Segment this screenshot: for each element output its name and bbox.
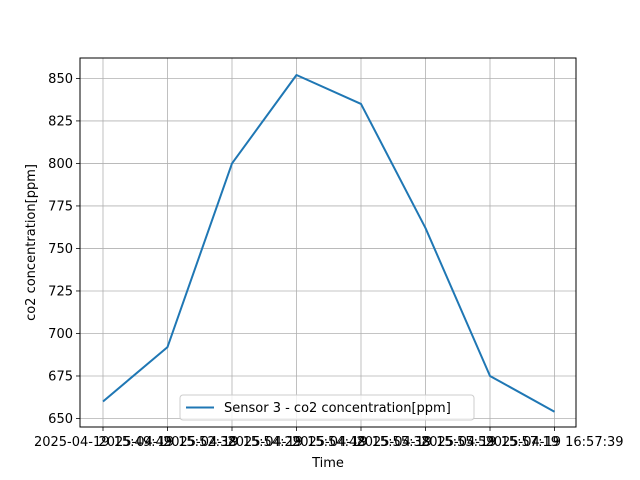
x-tick-label: 2025-04-19 15:55:59: [356, 435, 494, 450]
y-tick-label: 850: [48, 72, 73, 87]
y-axis: 650 675 700 725 750 775 800 825 850: [48, 72, 80, 427]
x-tick-label: 2025-04-19 15:54:29: [163, 435, 301, 450]
y-tick-label: 800: [48, 157, 73, 172]
y-tick-label: 700: [48, 327, 73, 342]
legend: Sensor 3 - co2 concentration[ppm]: [179, 394, 475, 421]
x-tick-label: 2025-04-19 15:57:19: [421, 435, 559, 450]
series-line: [102, 74, 555, 413]
legend-label: Sensor 3 - co2 concentration[ppm]: [224, 401, 451, 416]
x-tick-label: 2025-04-19 15:52:38: [98, 435, 236, 450]
x-tick-label: 2025-04-19 16:57:39: [485, 435, 623, 450]
y-tick-label: 650: [48, 412, 73, 427]
x-tick-label: 2025-04-19 15:55:38: [292, 435, 430, 450]
y-axis-label: co2 concentration[ppm]: [24, 164, 39, 321]
x-tick-label: 2025-04-19 15:49:49: [34, 435, 172, 450]
y-tick-label: 750: [48, 242, 73, 257]
x-axis-label: Time: [311, 456, 344, 471]
y-tick-label: 675: [48, 369, 73, 384]
y-tick-label: 725: [48, 284, 73, 299]
plot-frame: [79, 57, 577, 428]
x-tick-label: 2025-04-19 15:54:48: [227, 435, 365, 450]
series-layer: [102, 74, 555, 413]
y-tick-label: 775: [48, 199, 73, 214]
y-tick-label: 825: [48, 114, 73, 129]
legend-box: [179, 394, 475, 421]
grid-lines: [80, 58, 576, 427]
